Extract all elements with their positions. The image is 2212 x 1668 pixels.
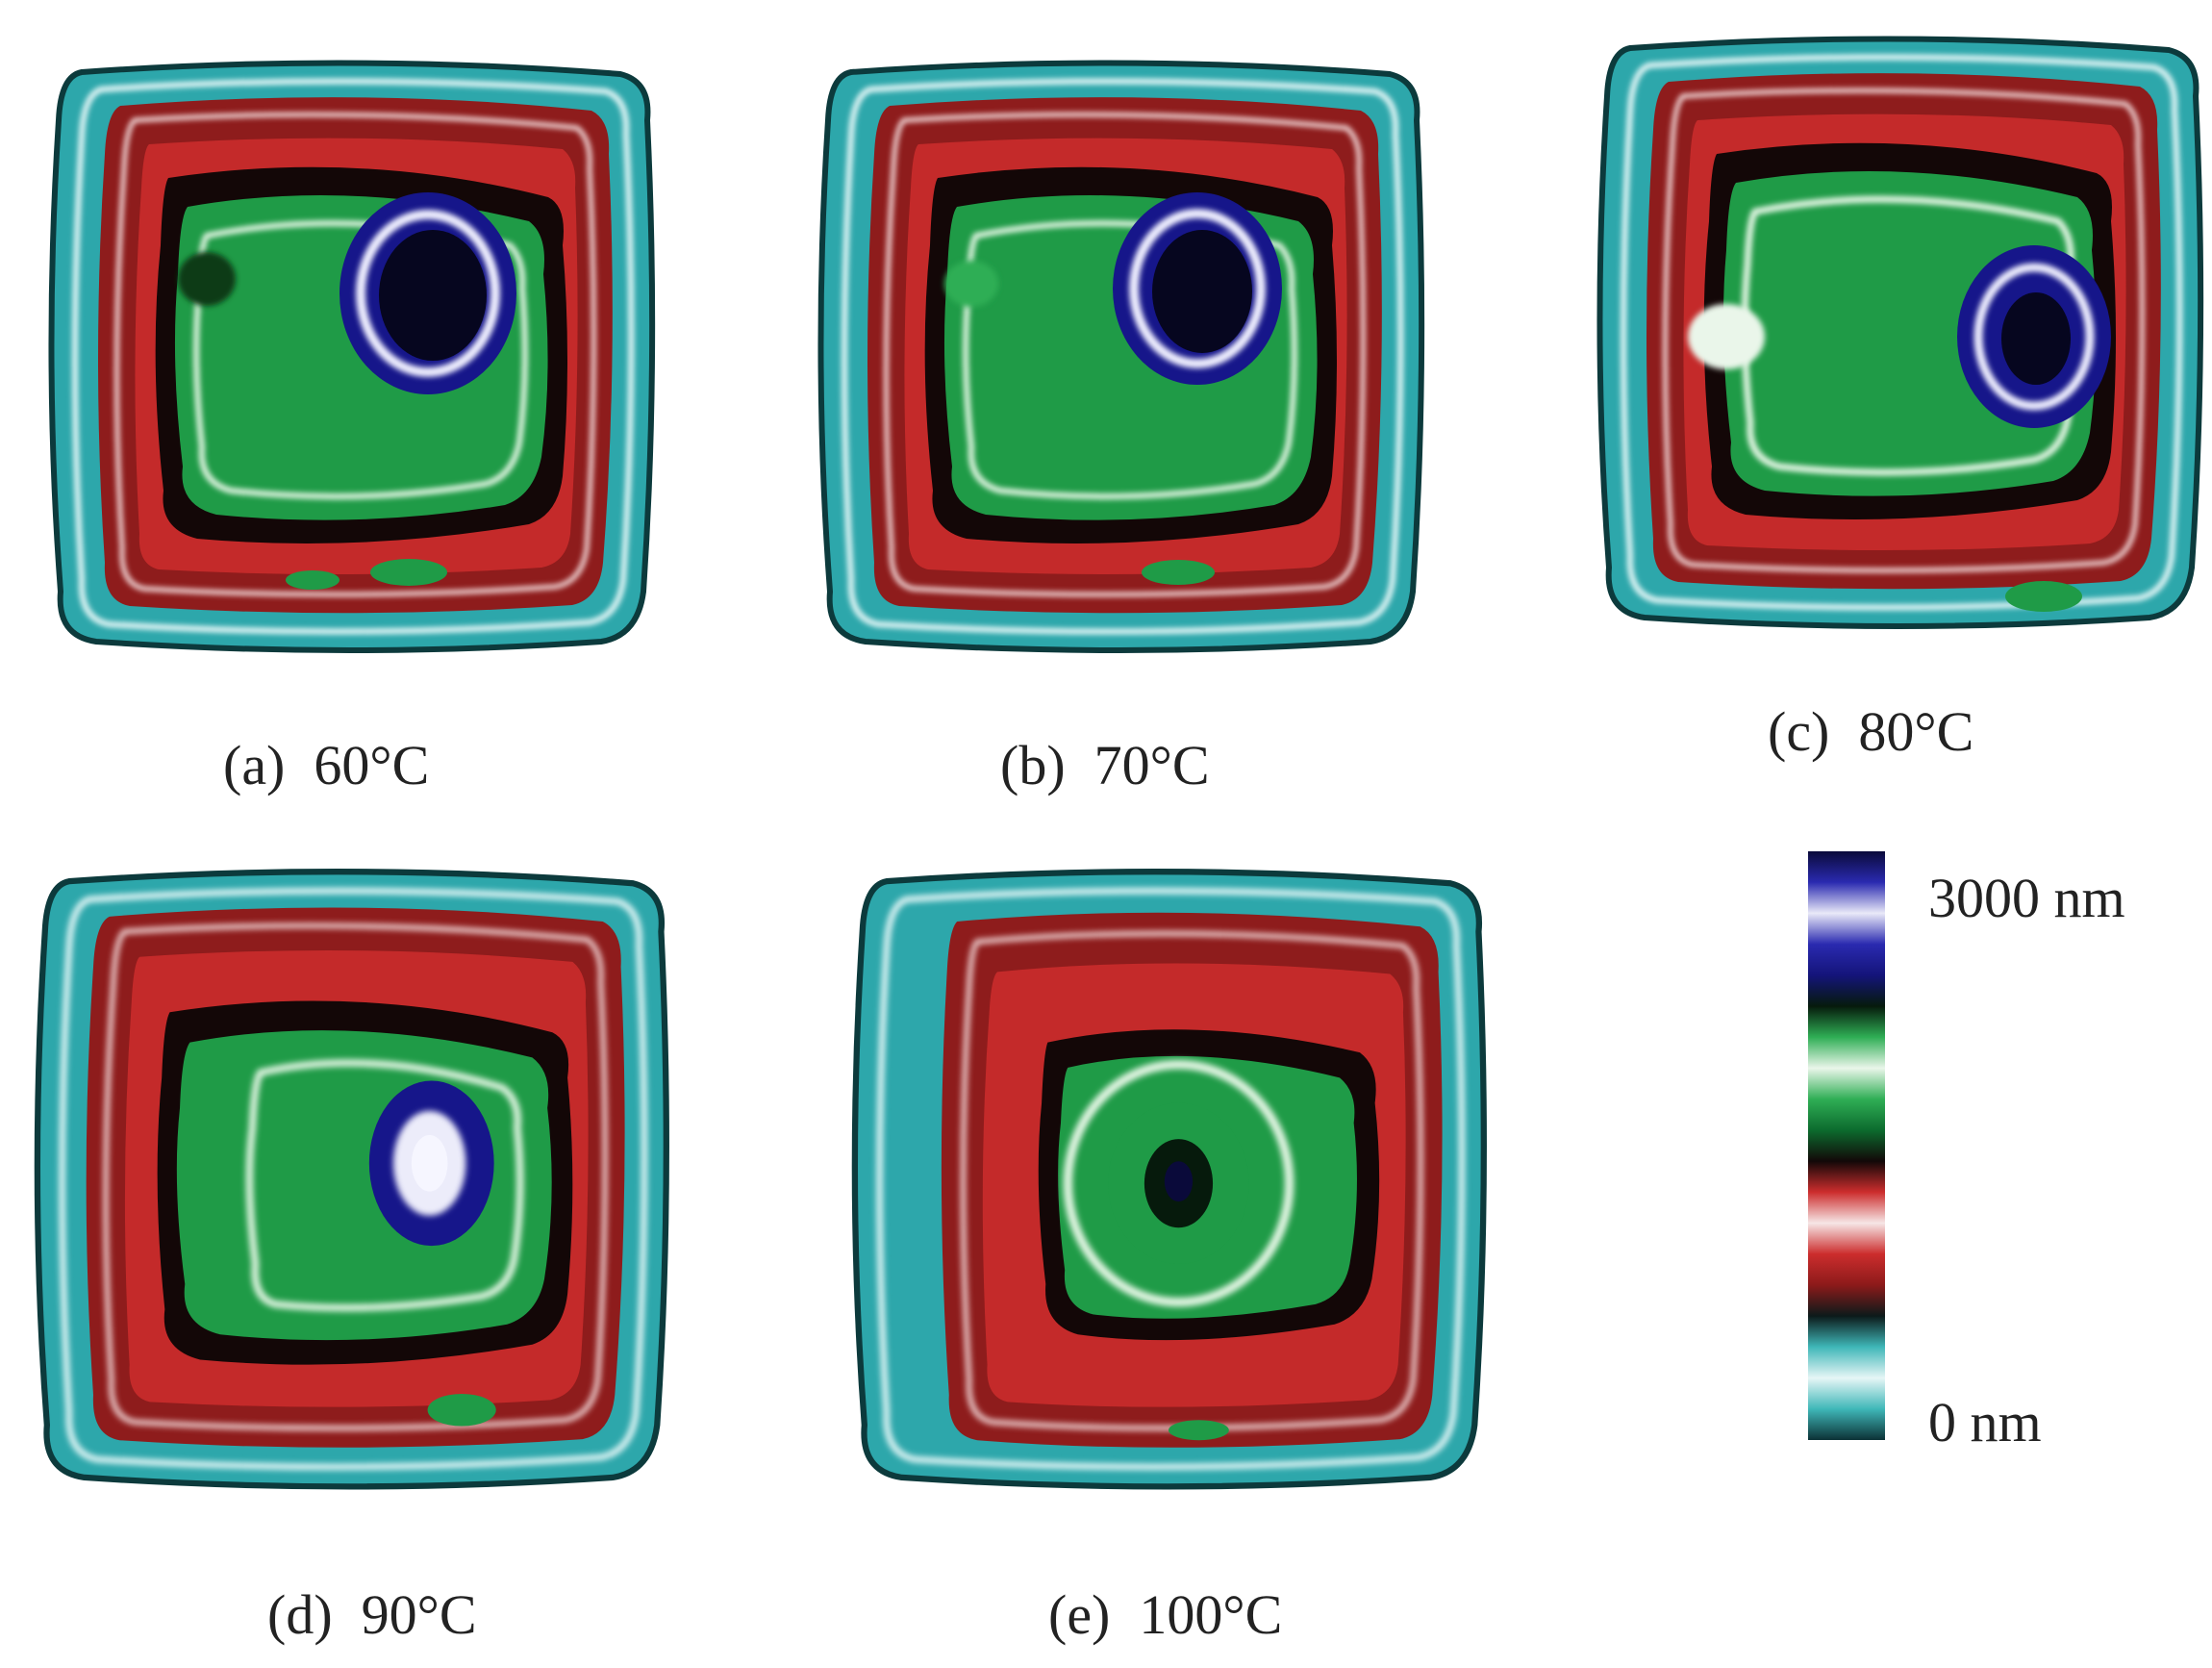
colorbar-max-label: 3000 nm — [1928, 867, 2125, 929]
colorbar — [1808, 851, 1885, 1440]
colorbar-gradient — [1808, 851, 1885, 1440]
caption-c-letter: (c) — [1768, 700, 1830, 763]
interference-pattern-a — [48, 60, 656, 653]
caption-e-temp: 100°C — [1139, 1583, 1283, 1646]
caption-b-temp: 70°C — [1093, 734, 1210, 796]
caption-d-temp: 90°C — [361, 1583, 477, 1646]
caption-e-letter: (e) — [1048, 1583, 1111, 1646]
caption-d: (d) 90°C — [267, 1582, 477, 1647]
fringe-panel-d — [29, 861, 673, 1496]
interference-pattern-b — [817, 60, 1425, 653]
fringe-panel-e — [846, 861, 1491, 1496]
interference-pattern-c — [1596, 36, 2204, 629]
fringe-panel-a — [43, 53, 659, 659]
interference-pattern-d — [34, 869, 669, 1490]
interference-pattern-e — [851, 869, 1487, 1490]
caption-b: (b) 70°C — [1000, 733, 1210, 797]
colorbar-min-label: 0 nm — [1928, 1391, 2042, 1453]
fringe-panel-c — [1592, 29, 2207, 635]
fringe-panel-b — [813, 53, 1428, 659]
caption-d-letter: (d) — [267, 1583, 333, 1646]
caption-b-letter: (b) — [1000, 734, 1066, 796]
caption-a-letter: (a) — [223, 734, 286, 796]
caption-a: (a) 60°C — [223, 733, 429, 797]
caption-a-temp: 60°C — [314, 734, 430, 796]
caption-c: (c) 80°C — [1768, 699, 1973, 764]
caption-c-temp: 80°C — [1858, 700, 1974, 763]
caption-e: (e) 100°C — [1048, 1582, 1282, 1647]
